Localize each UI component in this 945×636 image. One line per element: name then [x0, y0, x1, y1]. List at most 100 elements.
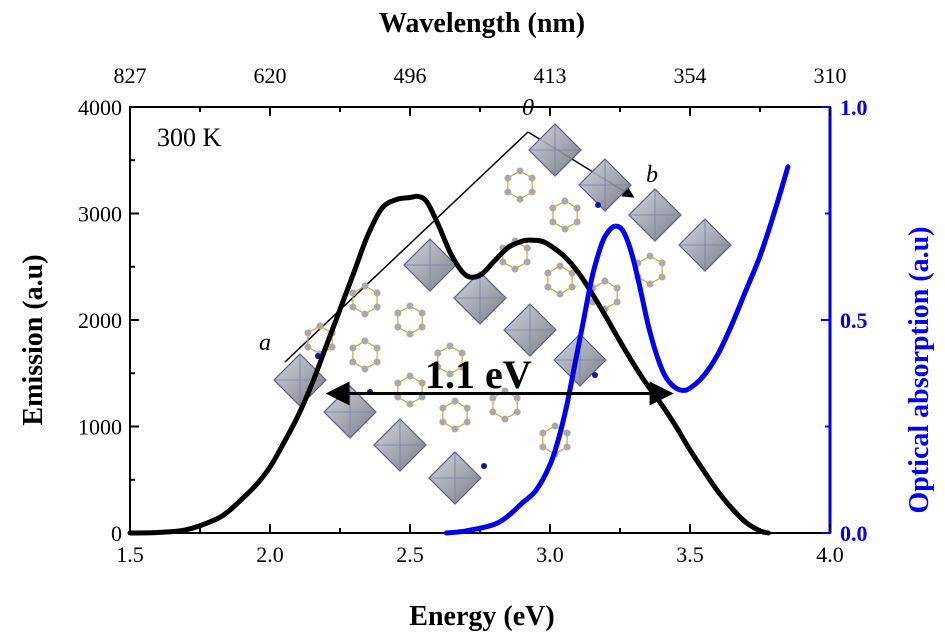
emission-series-line	[127, 193, 771, 536]
atom	[516, 167, 524, 175]
atom	[463, 418, 471, 426]
temperature-label: 300 K	[157, 123, 222, 152]
atom	[556, 290, 564, 298]
x-top-tick-label: 310	[814, 63, 847, 88]
x-top-tick-label: 354	[674, 63, 707, 88]
atom	[394, 309, 402, 317]
atom	[511, 265, 519, 273]
atom	[418, 309, 426, 317]
x-tick-label: 2.0	[256, 542, 284, 567]
atom	[406, 372, 414, 380]
atom	[549, 204, 557, 212]
x-top-tick-label: 413	[534, 63, 567, 88]
atom	[499, 258, 507, 266]
atom	[646, 252, 654, 260]
atom	[406, 330, 414, 338]
y-right-tick-label: 0.5	[840, 308, 868, 333]
axis-a-vector	[284, 131, 529, 363]
atom	[501, 415, 509, 423]
atom	[504, 174, 512, 182]
atom	[406, 302, 414, 310]
y-right-tick-label: 0.0	[840, 521, 868, 546]
atom	[349, 344, 357, 352]
crystal-a-label: a	[259, 330, 271, 356]
atom	[349, 358, 357, 366]
x-tick-label: 3.0	[536, 542, 564, 567]
atom	[544, 269, 552, 277]
atom	[458, 349, 466, 357]
atom	[373, 303, 381, 311]
atom	[539, 429, 547, 437]
crystal-b-label: b	[646, 162, 658, 188]
atom	[658, 273, 666, 281]
atom	[463, 404, 471, 412]
x-top-axis-title: Wavelength (nm)	[379, 8, 585, 39]
atom	[394, 323, 402, 331]
organic-ring	[397, 375, 423, 405]
atom	[406, 400, 414, 408]
atom	[549, 218, 557, 226]
x-tick-label: 1.5	[116, 542, 144, 567]
axis-ticks	[129, 106, 831, 534]
atom	[563, 443, 571, 451]
absorption-series-line	[443, 164, 791, 536]
organic-ring	[442, 400, 468, 430]
organic-ring	[352, 340, 378, 370]
atom	[349, 303, 357, 311]
atom	[516, 195, 524, 203]
atom	[523, 258, 531, 266]
atom	[446, 370, 454, 378]
x-top-tick-label: 496	[394, 63, 427, 88]
metal-atom	[595, 202, 601, 208]
atom	[446, 342, 454, 350]
atom	[573, 204, 581, 212]
atom	[361, 365, 369, 373]
atom	[439, 418, 447, 426]
organic-ring	[552, 200, 578, 230]
x-tick-label: 3.5	[676, 542, 704, 567]
atom	[658, 259, 666, 267]
y-right-tick-label: 1.0	[840, 95, 868, 120]
tick-labels: 1.5 2.0 2.5 3.0 3.5 4.0 827 620 496 413 354 310 0 100…	[78, 63, 868, 567]
atom	[489, 408, 497, 416]
atom	[439, 404, 447, 412]
atom	[561, 197, 569, 205]
atom	[418, 323, 426, 331]
atom	[513, 408, 521, 416]
organic-ring	[352, 285, 378, 315]
atom	[458, 363, 466, 371]
y-axis-left-title: Emission (a.u)	[18, 254, 49, 425]
atom	[528, 174, 536, 182]
crystal-structure-inset: 0ba	[259, 95, 732, 505]
atom	[528, 188, 536, 196]
atom	[434, 363, 442, 371]
atom	[451, 425, 459, 433]
organic-ring	[397, 305, 423, 335]
organic-ring	[547, 265, 573, 295]
y-axis-right-title: Optical absorption (a.u)	[904, 226, 935, 513]
atom	[394, 379, 402, 387]
atom	[504, 188, 512, 196]
x-top-tick-label: 620	[254, 63, 287, 88]
atom	[373, 289, 381, 297]
atom	[304, 329, 312, 337]
atom	[613, 284, 621, 292]
x-axis-title: Energy (eV)	[409, 601, 554, 632]
atom	[434, 349, 442, 357]
atom	[361, 282, 369, 290]
x-tick-label: 4.0	[816, 542, 844, 567]
atom	[316, 322, 324, 330]
y-left-tick-label: 0	[111, 521, 122, 546]
metal-atom	[481, 463, 487, 469]
y-left-tick-label: 3000	[78, 202, 122, 227]
x-top-tick-label: 827	[114, 63, 147, 88]
atom	[539, 443, 547, 451]
metal-atom	[592, 372, 598, 378]
organic-ring	[637, 255, 663, 285]
atom	[556, 262, 564, 270]
atom	[304, 343, 312, 351]
atom	[373, 344, 381, 352]
x-tick-label: 2.5	[396, 542, 424, 567]
atom	[573, 218, 581, 226]
